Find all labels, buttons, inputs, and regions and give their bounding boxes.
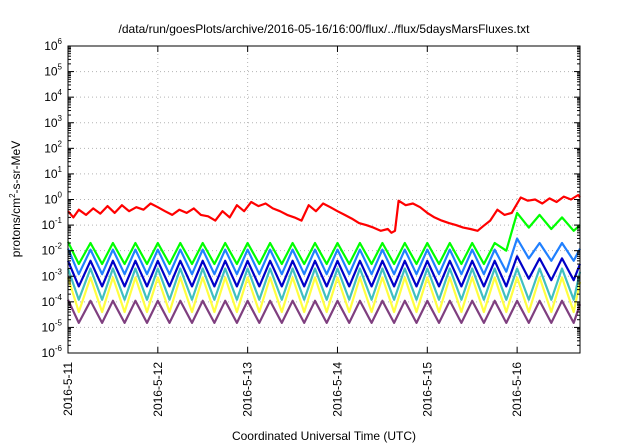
x-tick-label: 2016-5-11 <box>61 362 75 416</box>
y-tick-label: 104 <box>44 88 62 104</box>
y-tick-label: 10-4 <box>42 293 63 309</box>
x-tick-label: 2016-5-15 <box>420 362 434 417</box>
x-tick-labels: 2016-5-11 2016-5-12 2016-5-13 2016-5-14 2016… <box>61 362 524 417</box>
y-tick-label: 10-3 <box>42 267 63 283</box>
series-line-6 <box>67 211 581 266</box>
series-line-3 <box>66 267 582 301</box>
x-tick-label: 2016-5-16 <box>510 362 524 417</box>
series-line-5 <box>66 237 581 276</box>
series-group <box>66 193 582 324</box>
y-tick-label: 10-5 <box>42 318 63 334</box>
y-tick-label: 10-6 <box>42 344 63 360</box>
x-tick-label: 2016-5-12 <box>151 362 165 417</box>
chart-title: /data/run/goesPlots/archive/2016-05-16/1… <box>119 22 531 36</box>
series-line-7 <box>67 193 581 234</box>
y-tick-label: 102 <box>44 139 62 155</box>
series-line-4 <box>66 255 582 288</box>
y-axis-label: protons/cm2-s-sr-MeV <box>8 141 23 257</box>
y-tick-label: 10-2 <box>42 242 63 258</box>
y-tick-label: 101 <box>44 165 62 181</box>
series-line-1 <box>67 299 582 324</box>
x-axis-label: Coordinated Universal Time (UTC) <box>232 429 416 443</box>
y-tick-label: 103 <box>44 114 62 130</box>
ticks <box>67 45 580 354</box>
y-tick-label: 106 <box>44 37 62 53</box>
y-tick-label: 105 <box>44 63 62 79</box>
x-tick-label: 2016-5-14 <box>330 362 344 417</box>
y-tick-labels: 10-6 10-5 10-4 10-3 10-2 10-1 100 101 102 103 104 1… <box>42 37 63 360</box>
x-tick-label: 2016-5-13 <box>241 362 255 417</box>
y-tick-label: 10-1 <box>42 216 63 232</box>
y-tick-label: 100 <box>44 191 62 207</box>
series-line-2 <box>66 276 582 314</box>
